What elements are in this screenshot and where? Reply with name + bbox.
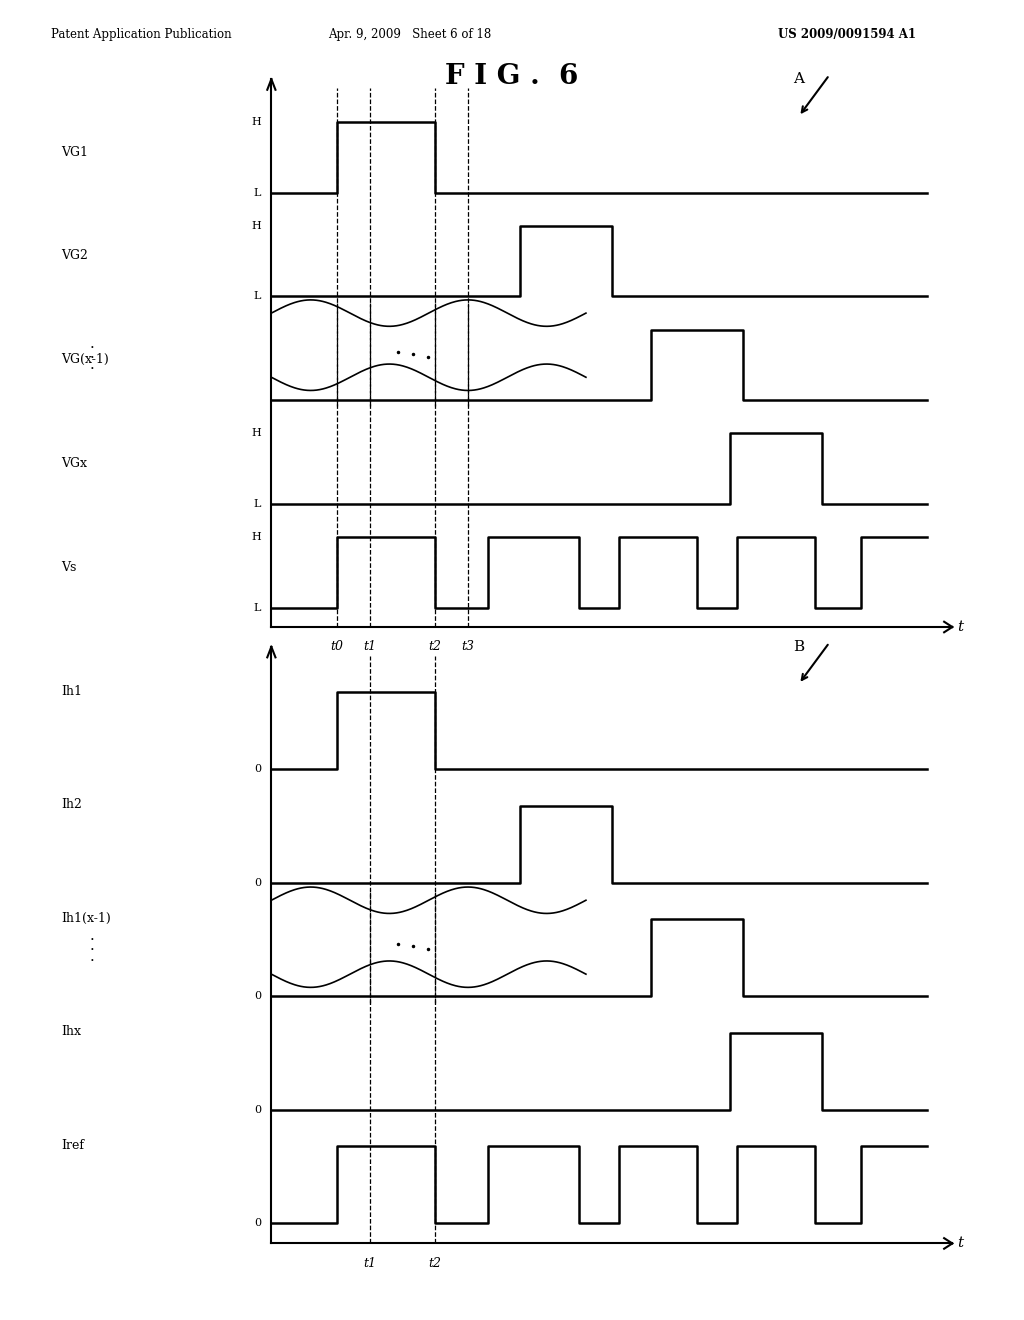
Text: t: t [957,620,964,634]
Text: .: . [90,347,94,362]
Text: B: B [794,640,804,653]
Text: Ih1(x-1): Ih1(x-1) [61,912,112,924]
Text: t1: t1 [364,640,376,653]
Text: t1: t1 [364,1257,376,1270]
Text: VG2: VG2 [61,249,88,263]
Text: Ihx: Ihx [61,1026,82,1038]
Text: H: H [251,428,261,438]
Text: 0: 0 [254,991,261,1002]
Text: Iref: Iref [61,1139,84,1151]
Text: Ih2: Ih2 [61,799,82,810]
Text: t2: t2 [429,640,441,653]
Text: .: . [90,358,94,372]
Text: L: L [254,292,261,301]
Text: VG(x-1): VG(x-1) [61,354,110,366]
Text: Ih1: Ih1 [61,685,83,697]
Text: 0: 0 [254,1105,261,1115]
Text: F I G .  6: F I G . 6 [445,63,579,90]
Text: .: . [90,940,94,953]
Text: t2: t2 [429,1257,441,1270]
Text: L: L [254,187,261,198]
Text: t3: t3 [462,640,474,653]
Text: L: L [254,499,261,508]
Text: US 2009/0091594 A1: US 2009/0091594 A1 [778,28,916,41]
Text: H: H [251,532,261,543]
Text: 0: 0 [254,1218,261,1229]
Text: Patent Application Publication: Patent Application Publication [51,28,231,41]
Text: Apr. 9, 2009   Sheet 6 of 18: Apr. 9, 2009 Sheet 6 of 18 [328,28,492,41]
Text: H: H [251,117,261,127]
Text: H: H [251,220,261,231]
Text: .: . [90,337,94,351]
Text: L: L [254,602,261,612]
Text: 0: 0 [254,764,261,775]
Text: VG1: VG1 [61,145,88,158]
Text: .: . [90,929,94,942]
Text: t0: t0 [331,640,343,653]
Text: t: t [957,1237,964,1250]
Text: Vs: Vs [61,561,77,574]
Text: VGx: VGx [61,457,87,470]
Text: 0: 0 [254,878,261,888]
Text: .: . [90,950,94,964]
Text: A: A [794,73,804,86]
